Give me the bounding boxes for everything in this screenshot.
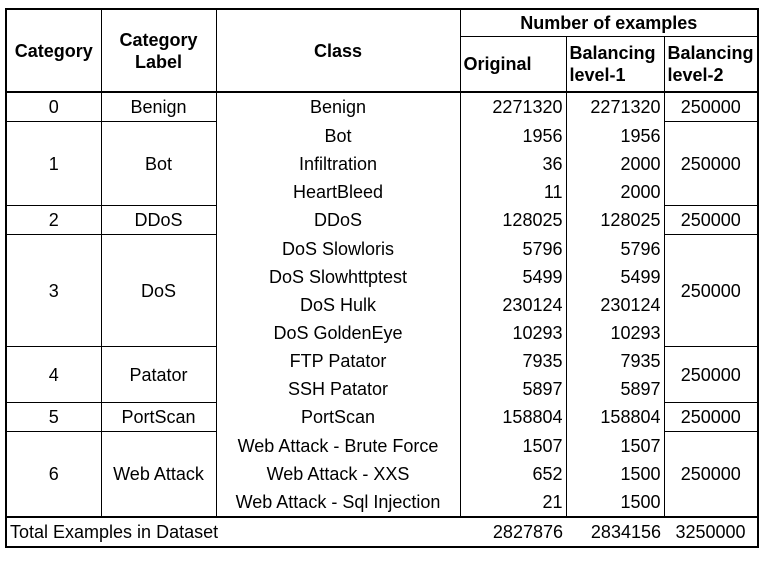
table-row: HeartBleed 11 2000: [6, 177, 758, 206]
total-level2: 3250000: [664, 515, 759, 547]
total-original: 2827876: [460, 515, 566, 547]
category-cell: 2: [5, 205, 102, 235]
level1-cell: 5499: [565, 262, 665, 291]
table-row: DoS Hulk 230124 230124: [6, 290, 758, 319]
class-cell: DoS GoldenEye: [215, 318, 461, 347]
level1-cell: 7935: [565, 346, 665, 375]
category-label-cell: PortScan: [100, 402, 217, 432]
category-label-cell: Benign: [100, 91, 217, 122]
level1-cell: 2000: [565, 149, 665, 178]
level1-cell: 10293: [565, 318, 665, 347]
class-cell: DoS Slowloris: [215, 234, 461, 263]
category-label-cell: Patator: [100, 346, 217, 403]
class-cell: DoS Hulk: [215, 290, 461, 319]
table-body: 0 Benign Benign 2271320 2271320 250000 1 Bot Bot…: [5, 91, 759, 547]
category-label-cell: Web Attack: [100, 431, 217, 517]
level1-cell: 1507: [565, 431, 665, 460]
table-header: Category Category Label Class Number of …: [5, 8, 759, 93]
header-cell: Balancing level-1: [565, 36, 665, 93]
table-row: DoS GoldenEye 10293 10293: [6, 318, 758, 347]
table-row: Web Attack - XXS 652 1500: [6, 459, 758, 488]
level1-cell: 1500: [565, 459, 665, 488]
original-cell: 5897: [459, 374, 567, 403]
category-cell: 5: [5, 402, 102, 432]
level1-cell: 158804: [565, 402, 665, 432]
table-row: 5 PortScan PortScan 158804 158804 250000: [5, 402, 759, 432]
original-cell: 5499: [459, 262, 567, 291]
original-cell: 128025: [459, 205, 567, 235]
total-level1: 2834156: [566, 515, 664, 547]
level1-cell: 5796: [565, 234, 665, 263]
level2-cell: 250000: [663, 346, 759, 403]
table-row: 2 DDoS DDoS 128025 128025 250000: [5, 205, 759, 235]
class-cell: Bot: [215, 121, 461, 150]
table-row: Web Attack - Sql Injection 21 1500: [6, 487, 758, 517]
level1-cell: 1956: [565, 121, 665, 150]
class-cell: FTP Patator: [215, 346, 461, 375]
level1-cell: 5897: [565, 374, 665, 403]
level2-cell: 250000: [663, 234, 759, 347]
table-row: 3 DoS DoS Slowloris 5796 5796 250000: [5, 234, 759, 347]
class-cell: DDoS: [215, 205, 461, 235]
category-label-cell: DoS: [100, 234, 217, 347]
original-cell: 230124: [459, 290, 567, 319]
class-cell: HeartBleed: [215, 177, 461, 206]
category-label-cell: DDoS: [100, 205, 217, 235]
data-table: Category Category Label Class Number of …: [5, 8, 760, 548]
category-cell: 4: [5, 346, 102, 403]
original-cell: 1507: [459, 431, 567, 460]
class-cell: Web Attack - XXS: [215, 459, 461, 488]
table-row: 0 Benign Benign 2271320 2271320 250000: [5, 91, 759, 122]
table-row: 6 Web Attack Web Attack - Brute Force 1507 1…: [5, 431, 759, 517]
class-cell: SSH Patator: [215, 374, 461, 403]
original-cell: 5796: [459, 234, 567, 263]
class-cell: PortScan: [215, 402, 461, 432]
original-cell: 158804: [459, 402, 567, 432]
table-row: 4 Patator FTP Patator 7935 7935 250000: [5, 346, 759, 403]
class-cell: Benign: [215, 92, 461, 122]
header-cell: Balancing level-2: [663, 36, 759, 93]
header-cell: Original: [459, 36, 567, 93]
level1-cell: 128025: [565, 205, 665, 235]
category-cell: 3: [5, 234, 102, 347]
class-cell: Web Attack - Sql Injection: [215, 487, 461, 517]
original-cell: 11: [459, 177, 567, 206]
original-cell: 1956: [459, 121, 567, 150]
table-row: 1 Bot Bot 1956 1956 250000: [5, 121, 759, 206]
table-row: DoS Slowhttptest 5499 5499: [6, 262, 758, 291]
original-cell: 36: [459, 149, 567, 178]
category-cell: 1: [5, 121, 102, 206]
header-cell: Category Label: [100, 8, 217, 93]
header-cell: Number of examples: [459, 8, 759, 37]
level2-cell: 250000: [663, 402, 759, 432]
category-cell: 6: [5, 431, 102, 517]
table-row: SSH Patator 5897 5897: [6, 374, 758, 403]
category-cell: 0: [5, 91, 102, 122]
level2-cell: 250000: [663, 205, 759, 235]
level1-cell: 230124: [565, 290, 665, 319]
level2-cell: 250000: [663, 91, 759, 122]
original-cell: 7935: [459, 346, 567, 375]
total-label: Total Examples in Dataset: [6, 515, 460, 547]
category-label-cell: Bot: [100, 121, 217, 206]
header-cell: Category: [5, 8, 102, 93]
class-cell: Web Attack - Brute Force: [215, 431, 461, 460]
total-row: Total Examples in Dataset 2827876 2834156 3…: [6, 515, 759, 547]
original-cell: 652: [459, 459, 567, 488]
original-cell: 21: [459, 487, 567, 517]
level1-cell: 2000: [565, 177, 665, 206]
class-cell: Infiltration: [215, 149, 461, 178]
level1-cell: 1500: [565, 487, 665, 517]
table-row: Infiltration 36 2000: [6, 149, 758, 178]
level1-cell: 2271320: [565, 92, 665, 122]
original-cell: 10293: [459, 318, 567, 347]
original-cell: 2271320: [459, 92, 567, 122]
header-row: Category Category Label Class Number of …: [5, 8, 759, 93]
level2-cell: 250000: [663, 431, 759, 517]
header-cell: Class: [215, 8, 461, 93]
level2-cell: 250000: [663, 121, 759, 206]
header-row: Original Balancing level-1 Balancing lev…: [6, 36, 759, 93]
class-cell: DoS Slowhttptest: [215, 262, 461, 291]
